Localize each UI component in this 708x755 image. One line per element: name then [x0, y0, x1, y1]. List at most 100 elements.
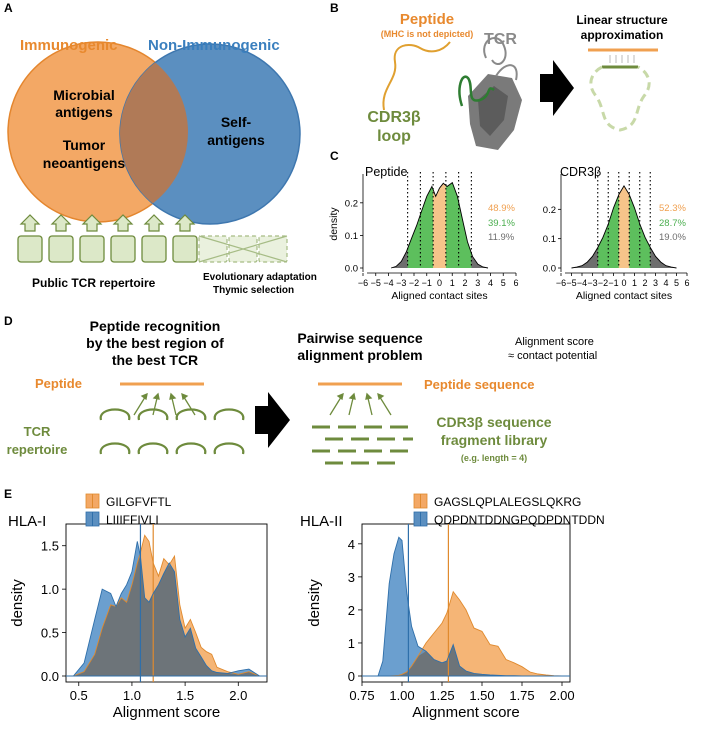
venn-overlap-shade [120, 44, 188, 222]
density-orange-region [433, 183, 446, 268]
recognition-line2: by the best region of [86, 335, 224, 351]
x-tick-label: −1 [608, 278, 618, 288]
tcr-loop [213, 442, 245, 455]
linear-structure-line2: approximation [581, 28, 664, 42]
cdr3-sequence-line1: CDR3β sequence [436, 414, 551, 430]
plot-title: CDR3β [560, 165, 601, 179]
x-tick-label: −6 [556, 278, 566, 288]
x-tick-label: −2 [409, 278, 419, 288]
x-tick-label: −1 [422, 278, 432, 288]
pairwise-line2: alignment problem [297, 347, 422, 363]
right-arrow-icon [540, 60, 574, 116]
contact-ticks [609, 55, 635, 63]
pct-gray: 19.0% [659, 232, 686, 243]
x-tick-label: 1.25 [429, 688, 454, 703]
cross-line [198, 235, 288, 263]
plot-title: HLA-II [300, 513, 343, 530]
density-orange-region [618, 185, 630, 268]
score-line1: Alignment score [515, 336, 594, 348]
x-tick-label: −6 [358, 278, 368, 288]
self-line1: Self- [221, 114, 252, 130]
tcr-loop [137, 408, 169, 421]
pairwise-line1: Pairwise sequence [297, 330, 423, 346]
peptide-label: Peptide [400, 11, 454, 28]
repertoire-box [172, 235, 198, 263]
x-axis-label: Alignment score [113, 704, 221, 721]
cdr3-sequence-line3: (e.g. length = 4) [461, 453, 527, 463]
c-density-plot-cdr3: 0.0 0.1 0.2 −6 −5 −4 −3 −2 −1 0 1 2 3 4 5 6 CDR3β 52.3% 28… [543, 165, 690, 302]
recognition-line3: the best TCR [112, 352, 198, 368]
self-line2: antigens [207, 132, 265, 148]
cdr3-fragment-library [312, 425, 413, 465]
y-tick-label: 3 [348, 570, 355, 585]
x-tick-label: 6 [684, 278, 689, 288]
score-line2: ≈ contact potential [508, 350, 597, 362]
density-areas [362, 524, 570, 682]
pct-green: 39.1% [488, 218, 515, 229]
x-tick-label: 0.75 [349, 688, 374, 703]
tumor-line2: neoantigens [43, 155, 126, 171]
repertoire-box [17, 235, 43, 263]
tcr-loop [99, 442, 131, 455]
x-tick-label: 0.5 [70, 688, 88, 703]
y-tick-label: 0.5 [41, 626, 59, 641]
y-tick-label: 1.5 [41, 539, 59, 554]
density-overlap [378, 644, 562, 676]
c-density-plot-peptide: 0.0 0.1 0.2 −6 −5 −4 −3 −2 −1 0 1 2 3 4 5 6 Peptide 48.9%… [328, 165, 519, 302]
x-tick-label: 2.0 [229, 688, 247, 703]
cdr3-loop-structure [458, 75, 495, 107]
x-tick-label: 1.0 [123, 688, 141, 703]
x-tick-label: 2 [642, 278, 647, 288]
tcr-loop [175, 442, 207, 455]
x-axis-label: Aligned contact sites [391, 290, 487, 302]
x-tick-label: 0 [621, 278, 626, 288]
d-peptide-label: Peptide [35, 376, 82, 391]
panel-b-label: B [330, 1, 339, 15]
density-overlap [73, 556, 260, 676]
y-tick-label: 2 [348, 603, 355, 618]
x-tick-label: 4 [663, 278, 668, 288]
tcr-loops [99, 408, 245, 455]
x-tick-label: 2 [462, 278, 467, 288]
linear-structure-line1: Linear structure [576, 13, 668, 27]
pct-green: 28.7% [659, 218, 686, 229]
tcr-loop [137, 442, 169, 455]
x-tick-label: 3 [475, 278, 480, 288]
density-line-GAGSLQPLALEGSLQKRG [378, 590, 563, 677]
x-tick-label: −5 [371, 278, 381, 288]
y-tick-label: 0.0 [345, 264, 358, 275]
up-arrow-icon [19, 214, 41, 232]
microbial-line1: Microbial [53, 87, 114, 103]
x-axis-label: Aligned contact sites [576, 290, 672, 302]
repertoire-box [48, 235, 74, 263]
legend-label: GILGFVFTL [106, 495, 172, 509]
pct-orange: 52.3% [659, 203, 686, 214]
y-axis-label: density [306, 579, 323, 627]
x-tick-label: −3 [396, 278, 406, 288]
y-tick-label: 0 [348, 669, 355, 684]
up-arrows [19, 214, 196, 232]
x-tick-label: 1.50 [469, 688, 494, 703]
d-arrows-left [133, 392, 196, 416]
tcr-loop [213, 408, 245, 421]
d-arrows-right [329, 392, 392, 416]
repertoire-box [141, 235, 167, 263]
y-tick-label: 0.0 [41, 669, 59, 684]
y-axis-label: density [328, 207, 340, 241]
public-repertoire-label: Public TCR repertoire [32, 276, 156, 290]
x-tick-label: 5 [501, 278, 506, 288]
x-tick-label: 3 [653, 278, 658, 288]
y-tick-label: 0.2 [543, 205, 556, 216]
cdr3-loop-line1: CDR3β [367, 109, 421, 126]
e-density-plot-hla-i: 0.0 0.5 1.0 1.5 0.5 1.0 1.5 2.0 Alignment score d… [8, 493, 268, 721]
x-tick-label: 5 [674, 278, 679, 288]
x-tick-label: 1.75 [509, 688, 534, 703]
up-arrow-icon [81, 214, 103, 232]
density-line-LIIIFFIVLI [73, 541, 260, 677]
up-arrow-icon [143, 214, 165, 232]
mhc-note: (MHC is not depicted) [381, 29, 474, 39]
plot-title: Peptide [365, 165, 407, 179]
pct-orange: 48.9% [488, 203, 515, 214]
y-tick-label: 4 [348, 537, 355, 552]
